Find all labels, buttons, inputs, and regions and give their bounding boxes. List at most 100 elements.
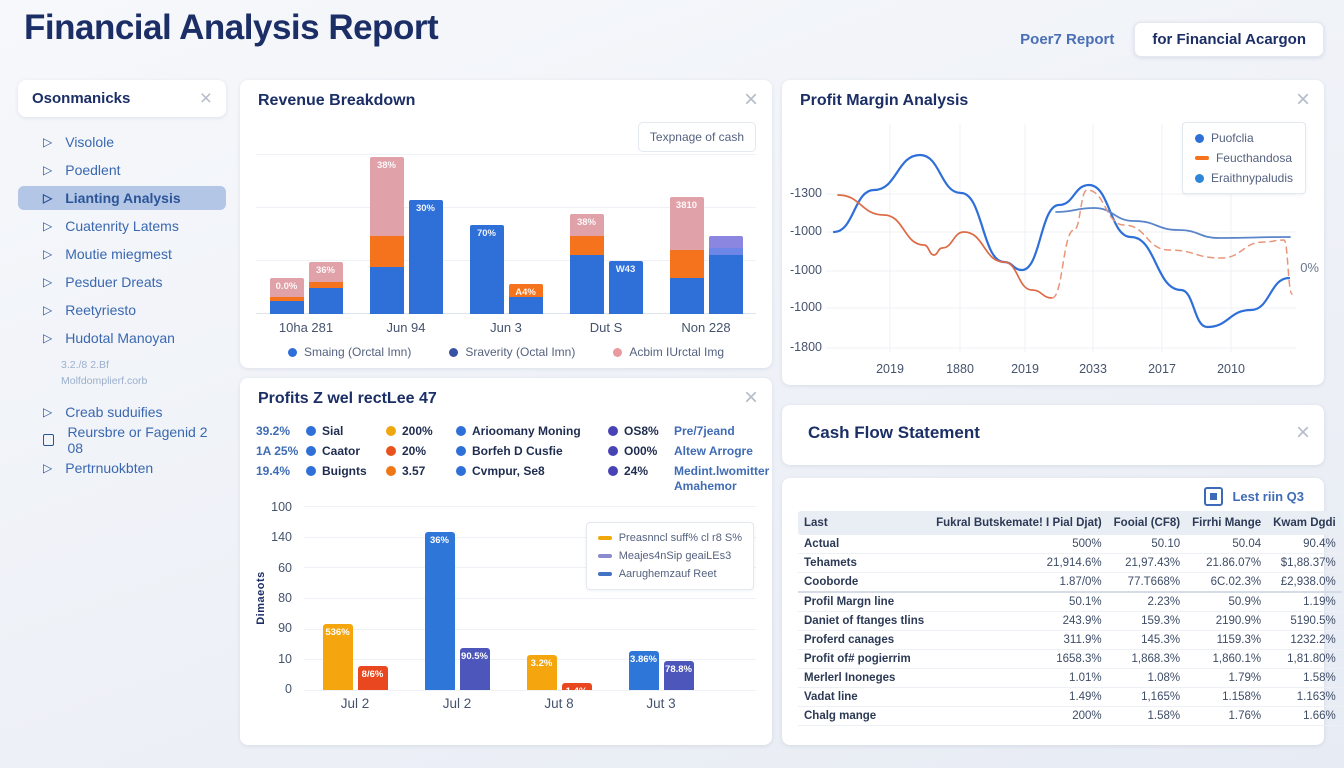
y-axis-label: 90 xyxy=(278,621,292,636)
bar-segment xyxy=(469,224,504,314)
bar-segment xyxy=(669,277,704,314)
gridline xyxy=(256,154,756,155)
y-axis-label: -1800 xyxy=(790,340,822,354)
revenue-title: Revenue Breakdown xyxy=(258,92,416,109)
bar-segment xyxy=(369,235,404,268)
bar-segment xyxy=(569,235,604,255)
profit-margin-card: Profit Margin Analysis × Puofclia Feuctha… xyxy=(782,80,1324,385)
profit-margin-legend: Puofclia Feucthandosa Eraithnypaludis xyxy=(1181,122,1306,194)
report-link[interactable]: Poer7 Report xyxy=(1020,31,1115,48)
table-cell: 1.58% xyxy=(1107,706,1187,726)
bar-segment xyxy=(508,284,543,298)
sidebar-item[interactable]: ▷ Poedlent xyxy=(18,158,226,182)
sidebar-item[interactable]: ▷ Lianting Analysis xyxy=(18,186,226,210)
close-icon[interactable]: × xyxy=(743,86,758,113)
stat-item: Arioomany Moning xyxy=(456,424,608,438)
stat-dot-icon xyxy=(608,426,618,436)
triangle-icon: ▷ xyxy=(43,135,53,149)
table-cell: 311.9% xyxy=(930,630,1108,650)
sidebar-item[interactable]: ▷ Creab suduifies xyxy=(18,400,226,424)
line-series-orange-dashed xyxy=(1051,189,1293,299)
line-series-blue-secondary xyxy=(1055,207,1291,239)
close-icon[interactable]: × xyxy=(199,87,212,110)
revenue-bar: 30% xyxy=(408,199,443,314)
table-cell: $1,88.37% xyxy=(1267,553,1342,573)
table-cell: 1159.3% xyxy=(1186,630,1268,650)
sidebar-item-label: Poedlent xyxy=(65,162,121,178)
bar-segment xyxy=(608,261,643,314)
table-row: Vadat line 1.49% 1,165% 1.158% 1.163% xyxy=(798,687,1342,707)
sidebar-item[interactable]: ▷ Pertrnuokbten xyxy=(18,456,226,480)
sidebar-item[interactable]: ▷ Visolole xyxy=(18,130,226,154)
profit-bar: 78.8% xyxy=(663,660,694,690)
table-cell: 50.9% xyxy=(1186,591,1268,612)
sidebar: Osonmanicks × ▷ Visolole ▷ Poedlent ▷ Liantin… xyxy=(18,80,226,484)
sidebar-item-label: Reursbre or Fagenid 2 08 xyxy=(67,423,208,456)
close-icon[interactable]: × xyxy=(743,384,758,411)
stat-item: 3.57 xyxy=(386,464,456,478)
legend-toggle[interactable]: Lest riin Q3 xyxy=(1204,487,1304,506)
profits-card: Profits Z wel rectLee 47 × 39.2% Sial 200%… xyxy=(240,378,772,745)
stat-dot-icon xyxy=(386,426,396,436)
sidebar-item[interactable]: Reursbre or Fagenid 2 08 xyxy=(18,424,226,456)
triangle-icon: ▷ xyxy=(43,247,53,261)
table-cell: 1.163% xyxy=(1267,687,1342,707)
legend-dot-icon xyxy=(449,347,459,357)
table-cell: 1.76% xyxy=(1186,706,1268,726)
bar-group: 3.86% 78.8% xyxy=(610,506,712,690)
legend-dash-icon xyxy=(597,572,612,576)
bar-segment xyxy=(269,278,304,298)
legend-item: Preasnncl suff% cl r8 S% xyxy=(597,532,742,544)
table-cell: 2190.9% xyxy=(1186,611,1268,631)
revenue-badge[interactable]: Texpnage of cash xyxy=(637,122,756,152)
gridline xyxy=(256,260,756,261)
financial-report-button[interactable]: for Financial Acargon xyxy=(1134,22,1324,57)
y-axis-label: 80 xyxy=(278,590,292,605)
profits-chart: Dimaeots 100 140 60 80 90 10 0 536% 8/6% 36% 90.5… xyxy=(255,500,756,718)
profits-x-axis: Jul 2 Jul 2 Jut 8 Jut 3 xyxy=(304,696,712,711)
table-row: Profit of# pogierrim 1658.3% 1,868.3% 1,860… xyxy=(798,649,1342,669)
stat-right-label: Pre/7jeand xyxy=(674,424,735,438)
table-cell: 159.3% xyxy=(1107,611,1187,631)
gridline xyxy=(304,690,756,691)
y-axis-label: -1000 xyxy=(790,300,822,314)
revenue-breakdown-card: Revenue Breakdown × Texpnage of cash 0.0… xyxy=(240,80,772,368)
line-chart-svg xyxy=(826,124,1296,352)
revenue-x-axis: 10ha 281 Jun 94 Jun 3 Dut S Non 228 xyxy=(256,320,756,335)
stat-item: Cvmpur, Se8 xyxy=(456,464,608,478)
bar-value-label: 30% xyxy=(415,202,435,214)
line-series-blue-main xyxy=(832,153,1291,329)
table-cell: 90.4% xyxy=(1267,535,1342,554)
stat-dot-icon xyxy=(456,446,466,456)
sidebar-item[interactable]: ▷ Hudotal Manoyan xyxy=(18,326,226,350)
table-cell: 1,868.3% xyxy=(1107,649,1187,669)
y-axis-label: 60 xyxy=(278,560,292,575)
revenue-chart: 0.0% 36% 38% 30% 70% A4% 38% W43 3810 xyxy=(256,102,756,314)
sidebar-item[interactable]: ▷ Moutie miegmest xyxy=(18,242,226,266)
triangle-icon: ▷ xyxy=(43,303,53,317)
sidebar-list: ▷ Visolole ▷ Poedlent ▷ Lianting Analysis ▷ Cua… xyxy=(18,130,226,480)
profit-margin-title: Profit Margin Analysis xyxy=(800,92,969,109)
bar-segment xyxy=(269,297,304,302)
stat-item: 20% xyxy=(386,444,456,458)
x-axis-label: Jul 2 xyxy=(340,696,370,711)
bar-segment xyxy=(708,248,743,255)
corner-label: Lest riin Q3 xyxy=(1232,489,1304,504)
table-row: Cooborde 1.87/0% 77.T668% 6C.02.3% £2,938.0% xyxy=(798,572,1342,593)
line-series-orange-solid xyxy=(837,194,1053,299)
close-icon[interactable]: × xyxy=(1295,419,1310,446)
x-axis-label: Dut S xyxy=(589,320,623,335)
stat-right-label: Altew Arrogre xyxy=(674,444,753,458)
stat-dot-icon xyxy=(306,466,316,476)
table-cell: Merlerl Inoneges xyxy=(798,668,931,688)
gridline xyxy=(304,628,756,630)
square-icon xyxy=(43,433,55,446)
sidebar-item[interactable]: ▷ Reetyriesto xyxy=(18,298,226,322)
close-icon[interactable]: × xyxy=(1295,86,1310,113)
legend-item: Smaing (Orctal Imn) xyxy=(287,345,411,359)
sidebar-item[interactable]: ▷ Cuatenrity Latems xyxy=(18,214,226,238)
checkbox-icon[interactable] xyxy=(1204,487,1224,506)
sidebar-item[interactable]: ▷ Pesduer Dreats xyxy=(18,270,226,294)
x-axis-label: Jut 3 xyxy=(646,696,676,711)
x-axis-label: Non 228 xyxy=(681,320,731,335)
